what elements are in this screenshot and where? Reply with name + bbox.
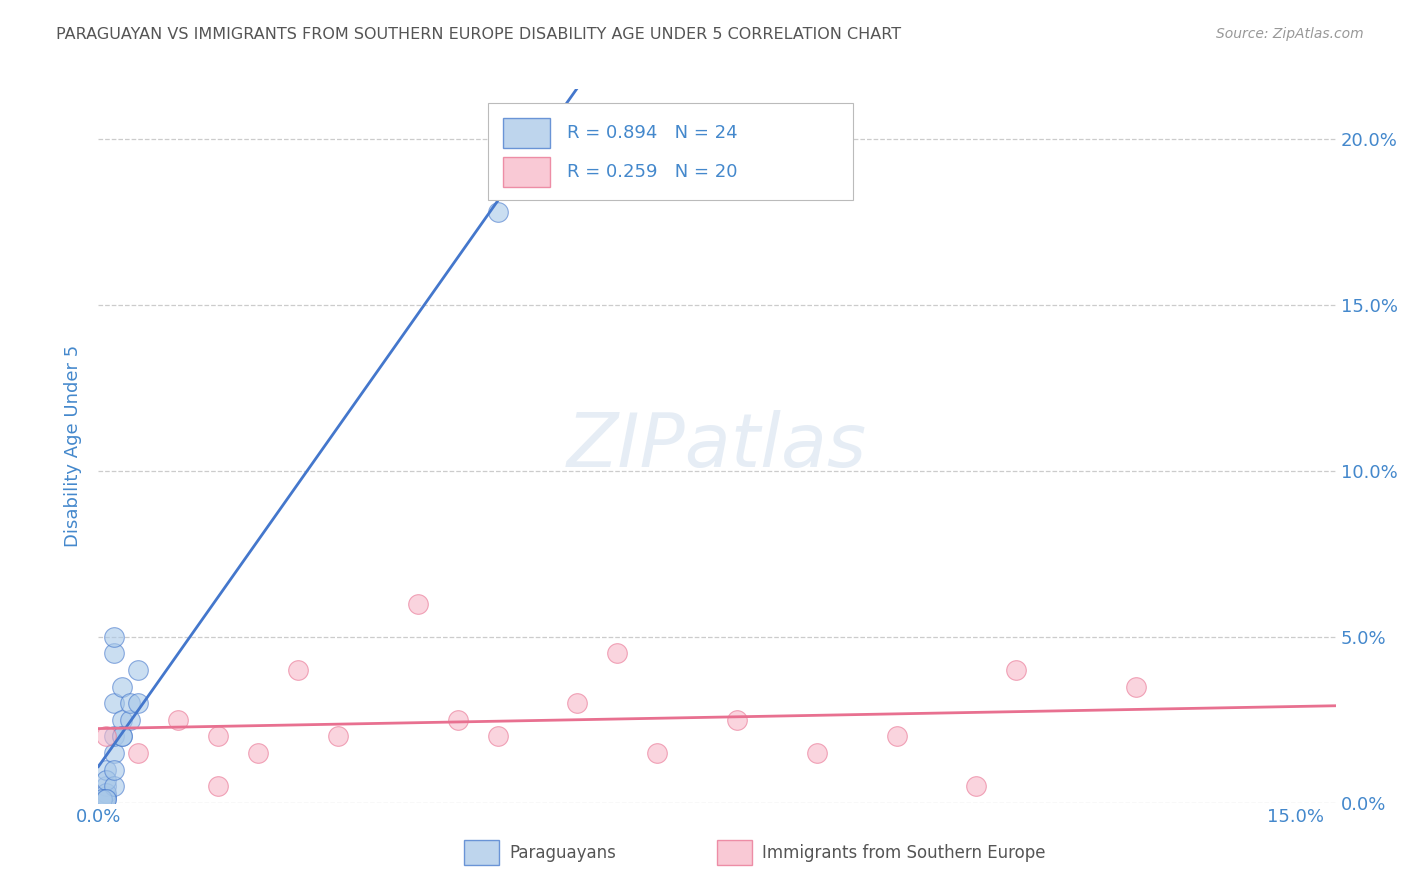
- Point: [446, 713, 468, 727]
- Point: [111, 730, 134, 744]
- Point: [111, 680, 134, 694]
- Point: [247, 746, 270, 760]
- Point: [96, 779, 118, 793]
- Point: [96, 789, 118, 804]
- Point: [103, 647, 125, 661]
- Text: R = 0.894   N = 24: R = 0.894 N = 24: [568, 125, 738, 143]
- Point: [486, 730, 509, 744]
- FancyBboxPatch shape: [488, 103, 853, 200]
- Point: [111, 730, 134, 744]
- Point: [103, 730, 125, 744]
- Point: [1005, 663, 1028, 677]
- Point: [120, 713, 142, 727]
- Point: [1125, 680, 1147, 694]
- Point: [91, 792, 114, 806]
- Point: [606, 647, 628, 661]
- Point: [96, 786, 118, 800]
- Text: R = 0.259   N = 20: R = 0.259 N = 20: [568, 163, 738, 181]
- Point: [127, 696, 149, 710]
- Point: [103, 746, 125, 760]
- Point: [326, 730, 349, 744]
- Point: [103, 763, 125, 777]
- Point: [886, 730, 908, 744]
- FancyBboxPatch shape: [503, 157, 550, 187]
- Point: [96, 730, 118, 744]
- Point: [127, 746, 149, 760]
- Point: [127, 663, 149, 677]
- Point: [207, 779, 229, 793]
- Point: [167, 713, 190, 727]
- Point: [103, 696, 125, 710]
- Point: [120, 696, 142, 710]
- Y-axis label: Disability Age Under 5: Disability Age Under 5: [65, 345, 83, 547]
- Point: [966, 779, 988, 793]
- Point: [96, 772, 118, 787]
- Point: [96, 792, 118, 806]
- Point: [406, 597, 429, 611]
- Point: [96, 792, 118, 806]
- Point: [111, 713, 134, 727]
- FancyBboxPatch shape: [503, 119, 550, 148]
- Text: Source: ZipAtlas.com: Source: ZipAtlas.com: [1216, 27, 1364, 41]
- Point: [103, 779, 125, 793]
- Text: Paraguayans: Paraguayans: [509, 844, 616, 862]
- Point: [207, 730, 229, 744]
- Text: ZIPatlas: ZIPatlas: [567, 410, 868, 482]
- Point: [806, 746, 828, 760]
- Point: [96, 763, 118, 777]
- Point: [567, 696, 589, 710]
- Text: PARAGUAYAN VS IMMIGRANTS FROM SOUTHERN EUROPE DISABILITY AGE UNDER 5 CORRELATION: PARAGUAYAN VS IMMIGRANTS FROM SOUTHERN E…: [56, 27, 901, 42]
- Text: Immigrants from Southern Europe: Immigrants from Southern Europe: [762, 844, 1046, 862]
- Point: [486, 205, 509, 219]
- Point: [287, 663, 309, 677]
- Point: [103, 630, 125, 644]
- Point: [645, 746, 668, 760]
- Point: [725, 713, 748, 727]
